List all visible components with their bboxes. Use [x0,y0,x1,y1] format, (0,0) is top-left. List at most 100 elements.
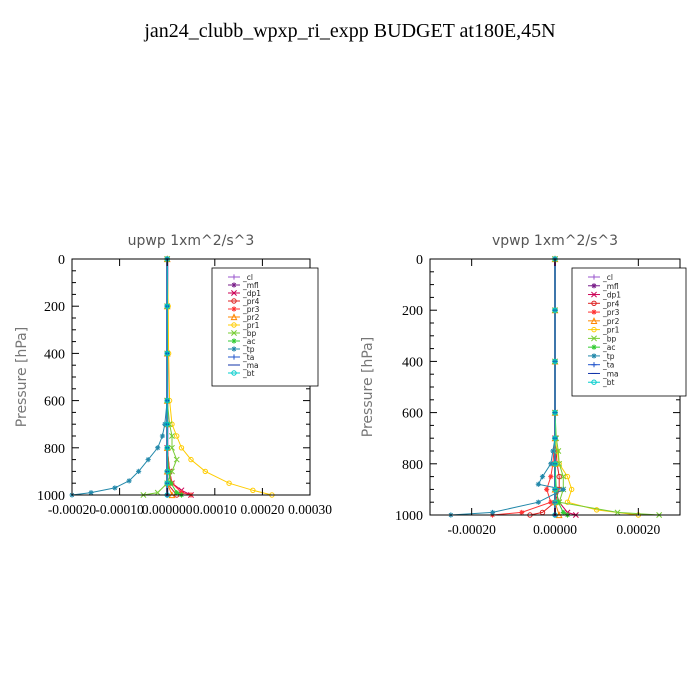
data-point [614,509,621,516]
legend-item: _ma [588,369,619,378]
data-point [552,435,558,441]
figure-title: jan24_clubb_wpxp_ri_expp BUDGET at180E,4… [144,20,556,42]
data-point [568,486,575,493]
panel-title: vpwp 1xm^2/s^3 [492,233,618,249]
data-point [112,485,118,491]
legend-label: _pr1 [602,326,620,335]
data-point [539,474,546,480]
data-point [552,499,558,505]
x-tick-label: 0.00020 [616,522,660,537]
data-point [168,480,174,486]
legend-label: _tp [602,352,615,361]
legend-marker [591,353,597,359]
legend-item: _pr4 [588,299,620,308]
legend-item: _tp [228,345,255,354]
legend-label: _pr4 [602,299,620,308]
legend-marker [591,326,597,333]
y-tick-label: 800 [402,458,423,473]
data-point [174,490,180,496]
legend-marker [231,338,237,344]
legend-item: _pr1 [588,326,620,335]
legend-label: _bp [602,334,617,343]
data-point [535,481,541,487]
legend-label: _ma [242,361,259,370]
data-point [560,473,567,480]
series-line [450,259,565,516]
legend-marker [591,379,597,385]
legend-item: _cl [588,273,613,282]
legend-item: _tp [588,352,615,361]
data-point [174,433,180,439]
legend-label: _mfl [602,282,619,291]
legend-label: _pr3 [602,308,620,317]
x-tick-label: 0.00020 [240,502,284,517]
data-point [126,478,132,484]
legend-item: _pr2 [588,317,620,326]
series-pr3 [489,256,558,518]
legend-item: _mfl [228,281,259,290]
data-point [552,358,558,365]
legend-label: _ac [242,337,255,346]
legend-item: _dp1 [228,289,261,298]
legend-marker [591,300,597,307]
data-point [489,509,496,516]
legend-label: _ac [602,343,615,352]
y-axis-label: Pressure [hPa] [14,327,30,427]
legend-label: _bt [602,378,615,387]
chart-panel-1: upwp 1xm^2/s^3 Pressure [hPa] 0 200 400 600 80… [14,233,332,517]
data-point [169,444,175,451]
data-point [155,445,161,451]
data-point [164,480,170,486]
legend-label: _pr2 [602,317,620,326]
legend-marker [590,317,598,324]
legend-item: _dp1 [588,291,621,300]
legend-marker [591,362,597,368]
x-tick-label: -0.00010 [95,502,144,517]
legend-marker [230,313,238,321]
legend-label: _ma [602,369,619,378]
legend-label: _dp1 [242,289,261,298]
data-point [556,460,563,467]
legend-box [571,267,687,397]
legend-marker [591,335,597,342]
data-point [548,461,554,467]
y-tick-label: 1000 [37,489,65,504]
y-tick-label: 0 [58,253,65,268]
legend-label: _ta [602,361,614,370]
legend-label: _bt [242,369,255,378]
legend-item: _pr2 [228,313,260,322]
data-point [154,489,161,496]
legend-marker [231,346,237,352]
data-point [552,409,558,416]
y-tick-label: 1000 [395,509,423,524]
legend-marker [231,290,237,296]
legend-marker [591,344,597,350]
data-point [564,473,571,480]
legend-item: _bp [228,329,257,338]
legend-marker [231,274,237,280]
data-point [548,499,554,505]
data-point [560,509,566,516]
data-point [552,486,558,493]
y-tick-label: 600 [402,407,423,422]
data-point [136,468,142,474]
data-point [88,490,94,496]
legend-marker [231,298,237,304]
y-tick-label: 200 [402,304,423,319]
legend-marker [231,322,237,328]
legend-label: _pr1 [242,321,260,330]
data-point [188,456,194,463]
data-point [556,473,562,480]
data-point [250,487,256,493]
legend-item: _bt [228,369,255,378]
legend-item: _ta [228,353,254,362]
x-tick-label: 0.00000 [533,522,577,537]
data-point [164,445,170,451]
series-line [166,259,192,496]
legend-item: _bt [588,378,615,387]
data-point [555,448,562,454]
legend-item: _ma [228,361,259,370]
legend-label: _pr2 [242,313,260,322]
series-tp [448,256,566,518]
